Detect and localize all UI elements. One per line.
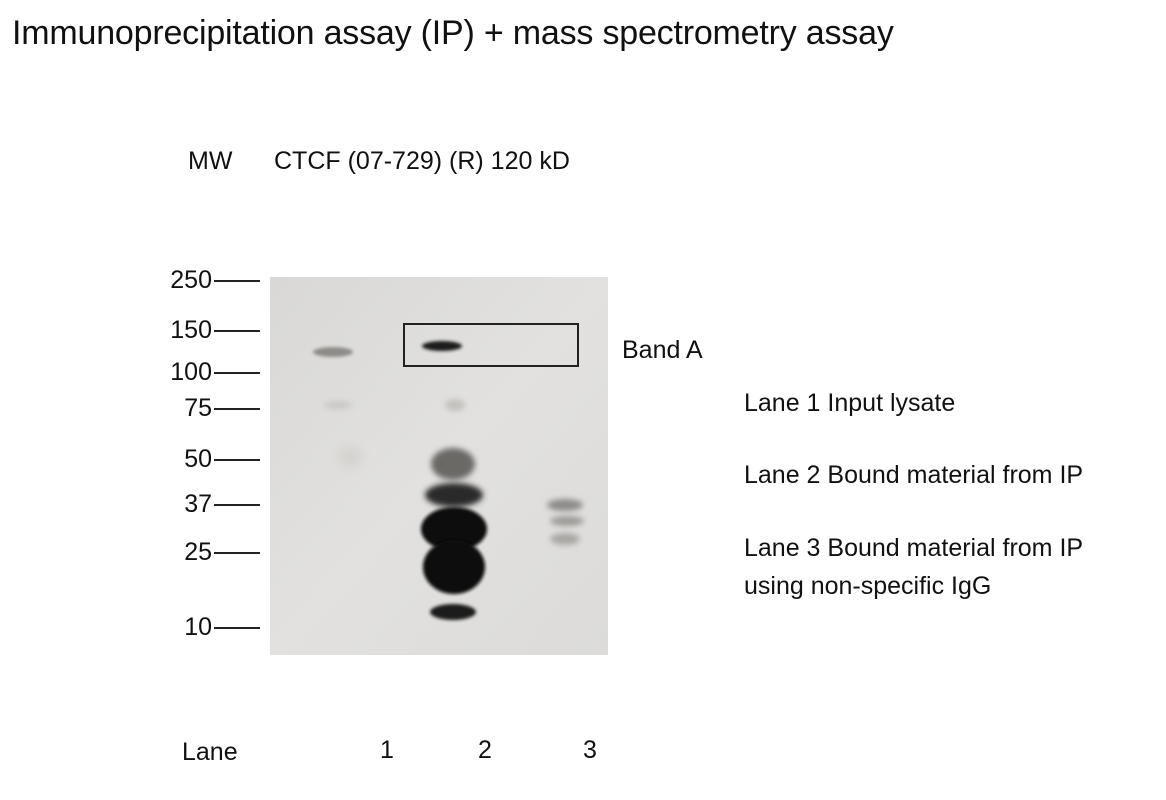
mw-marker-tick (214, 372, 260, 374)
lane-number-3: 3 (583, 736, 597, 764)
legend-lane-1: Lane 1 Input lysate (744, 389, 956, 417)
mw-marker-tick (214, 459, 260, 461)
lane-1-bands (313, 347, 362, 467)
figure-title: Immunoprecipitation assay (IP) + mass sp… (12, 14, 894, 52)
mw-marker-tick (214, 552, 260, 554)
mw-marker-75: 75 (150, 393, 260, 423)
mw-marker-value: 250 (170, 266, 212, 294)
mw-marker-value: 150 (170, 316, 212, 344)
legend-lane-3: Lane 3 Bound material from IP (744, 534, 1084, 562)
mw-marker-250: 250 (150, 265, 260, 295)
lane-axis-label: Lane (182, 738, 238, 766)
mw-marker-100: 100 (150, 357, 260, 387)
lane-3-bands (547, 499, 584, 545)
band-a-label: Band A (622, 336, 703, 364)
mw-marker-value: 25 (184, 538, 212, 566)
western-blot-image (270, 277, 608, 655)
mw-marker-value: 10 (184, 613, 212, 641)
mw-marker-25: 25 (150, 537, 260, 567)
mw-marker-value: 100 (170, 358, 212, 386)
band-a-highlight-box (403, 323, 579, 367)
mw-marker-tick (214, 627, 260, 629)
mw-marker-tick (214, 280, 260, 282)
mw-marker-37: 37 (150, 489, 260, 519)
mw-marker-value: 75 (184, 394, 212, 422)
mw-marker-value: 50 (184, 445, 212, 473)
mw-marker-tick (214, 330, 260, 332)
mw-column-header: MW (188, 147, 233, 175)
mw-marker-tick (214, 408, 260, 410)
mw-marker-150: 150 (150, 315, 260, 345)
legend-lane-2: Lane 2 Bound material from IP (744, 461, 1084, 489)
mw-marker-10: 10 (150, 612, 260, 642)
legend-lane-3-continued: using non-specific IgG (744, 572, 992, 600)
lane-number-1: 1 (380, 736, 394, 764)
lane-2-bands (421, 341, 487, 620)
antibody-label: CTCF (07-729) (R) 120 kD (274, 147, 570, 175)
lane-number-2: 2 (478, 736, 492, 764)
mw-marker-value: 37 (184, 490, 212, 518)
mw-marker-tick (214, 504, 260, 506)
mw-marker-50: 50 (150, 444, 260, 474)
